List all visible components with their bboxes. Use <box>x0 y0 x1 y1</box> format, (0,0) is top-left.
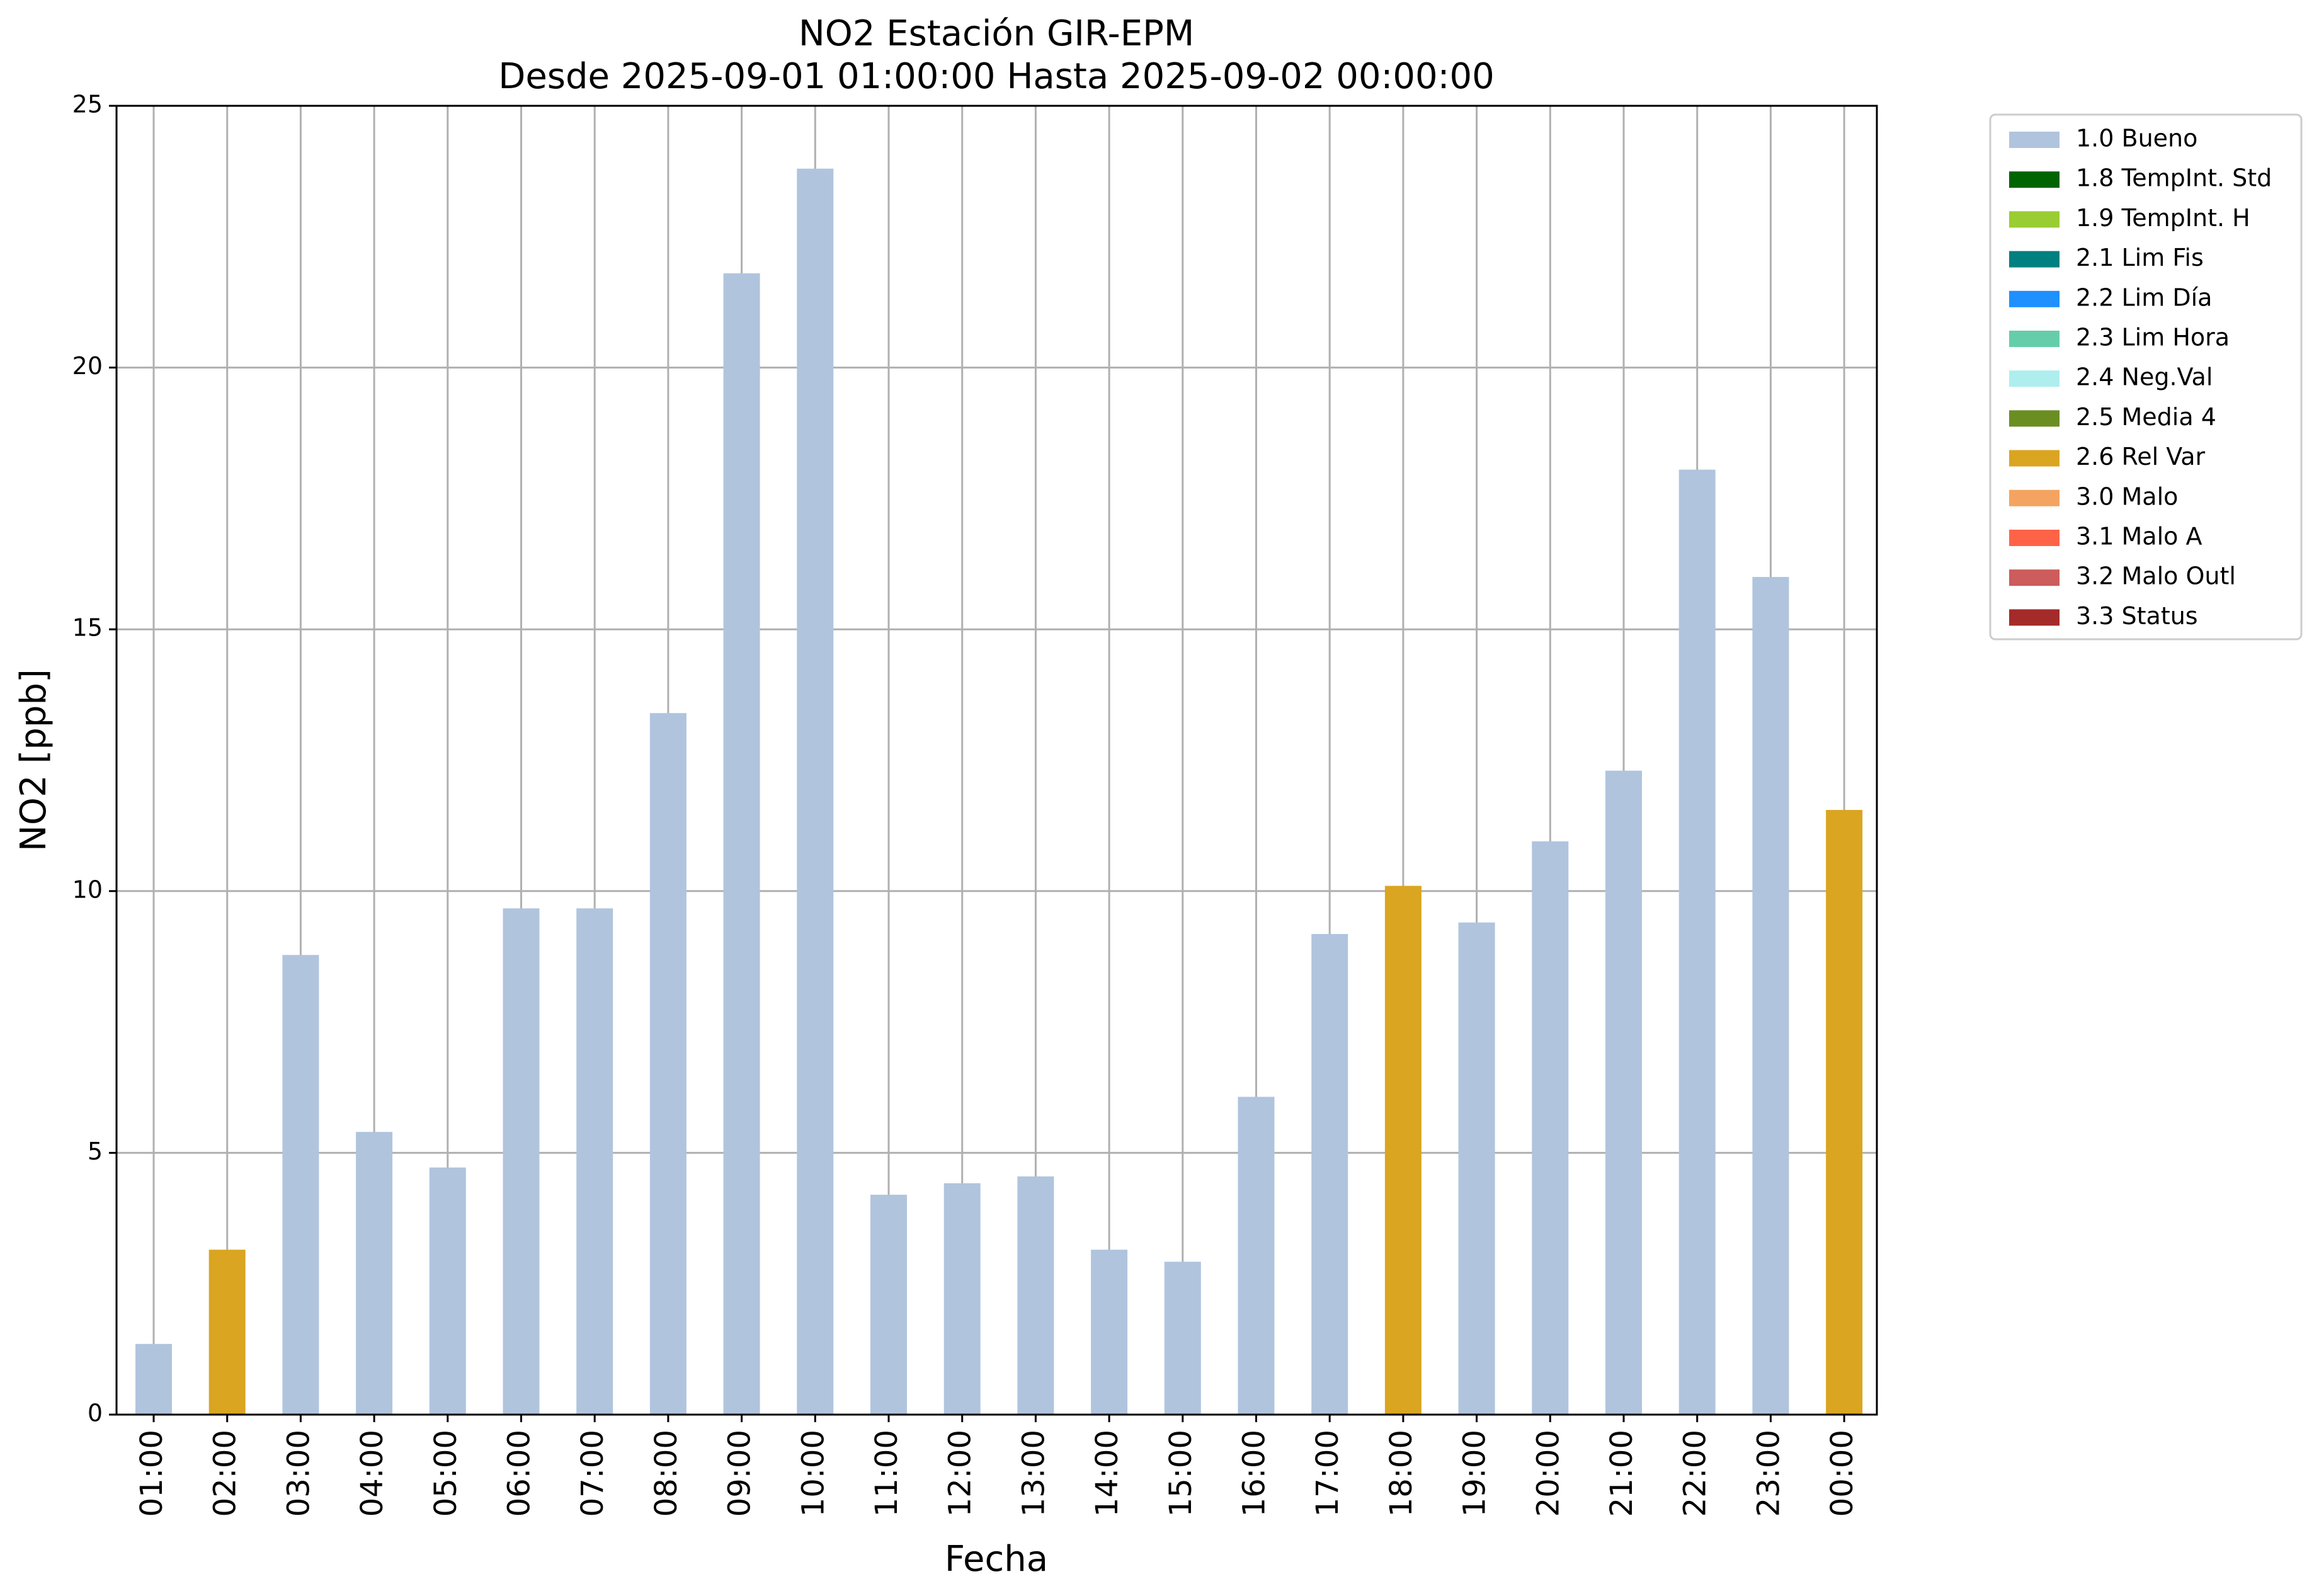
x-tick-label: 23:00 <box>1751 1430 1786 1517</box>
legend-label: 1.8 TempInt. Std <box>2076 164 2272 192</box>
legend-label: 2.2 Lim Día <box>2076 283 2212 311</box>
y-tick-label: 5 <box>88 1137 103 1165</box>
plot-frame <box>115 105 1878 1416</box>
bar-0200 <box>208 1250 246 1415</box>
x-tick-label: 05:00 <box>428 1430 464 1517</box>
bar-2200 <box>1678 469 1716 1415</box>
legend-swatch <box>2009 450 2060 467</box>
y-tick-label: 10 <box>72 875 103 903</box>
x-tick-label: 19:00 <box>1457 1430 1493 1517</box>
y-tick-label: 25 <box>72 91 103 118</box>
x-tick-label: 16:00 <box>1237 1430 1272 1517</box>
bar-1600 <box>1238 1097 1275 1415</box>
y-tick-label: 0 <box>88 1399 103 1427</box>
legend-label: 2.3 Lim Hora <box>2076 324 2230 351</box>
x-tick-label: 22:00 <box>1678 1430 1713 1517</box>
x-tick-label: 00:00 <box>1825 1430 1860 1517</box>
bar-0400 <box>356 1132 393 1415</box>
bar-0600 <box>503 908 540 1415</box>
bars <box>135 168 1863 1415</box>
bar-1800 <box>1384 886 1422 1415</box>
bar-0700 <box>576 908 613 1415</box>
bar-1500 <box>1164 1262 1201 1415</box>
legend-swatch <box>2009 171 2060 188</box>
legend: 1.0 Bueno 1.8 TempInt. Std 1.9 TempInt. H 2… <box>1989 113 2303 641</box>
legend-swatch <box>2009 132 2060 148</box>
bar-1000 <box>797 168 834 1415</box>
x-tick-label: 11:00 <box>869 1430 904 1517</box>
bar-1400 <box>1091 1250 1128 1415</box>
x-tick-label: 01:00 <box>134 1430 169 1517</box>
bar-0900 <box>723 273 760 1415</box>
bar-0000 <box>1826 809 1863 1415</box>
legend-swatch <box>2009 251 2060 268</box>
x-tick-label: 06:00 <box>502 1430 537 1517</box>
bar-1900 <box>1458 922 1495 1415</box>
legend-label: 1.9 TempInt. H <box>2076 204 2250 232</box>
legend-label: 2.4 Neg.Val <box>2076 363 2213 391</box>
x-tick-label: 12:00 <box>943 1430 978 1517</box>
chart-subtitle: Desde 2025-09-01 01:00:00 Hasta 2025-09-… <box>498 56 1495 97</box>
legend-swatch <box>2009 211 2060 228</box>
legend-swatch <box>2009 530 2060 546</box>
y-axis-label: NO2 [ppb] <box>13 669 54 852</box>
bar-1200 <box>943 1183 981 1415</box>
legend-label: 3.2 Malo Outl <box>2076 562 2236 590</box>
y-tick-label: 15 <box>72 614 103 642</box>
legend-swatch <box>2009 569 2060 586</box>
bar-0800 <box>649 713 687 1415</box>
legend-swatch <box>2009 370 2060 387</box>
bar-0500 <box>429 1167 466 1415</box>
legend-label: 1.0 Bueno <box>2076 125 2197 152</box>
legend-swatch <box>2009 290 2060 307</box>
legend-swatch <box>2009 410 2060 427</box>
bar-1700 <box>1311 933 1348 1415</box>
x-tick-label: 20:00 <box>1530 1430 1566 1517</box>
x-tick-label: 07:00 <box>575 1430 610 1517</box>
legend-label: 3.3 Status <box>2076 602 2198 630</box>
bar-1100 <box>870 1194 907 1415</box>
legend-label: 3.1 Malo A <box>2076 523 2202 550</box>
legend-label: 2.6 Rel Var <box>2076 443 2206 470</box>
x-tick-label: 18:00 <box>1384 1430 1419 1517</box>
bar-0100 <box>135 1343 172 1415</box>
x-axis-label: Fecha <box>945 1539 1048 1580</box>
x-tick-label: 21:00 <box>1604 1430 1639 1517</box>
chart-title: NO2 Estación GIR-EPM <box>799 13 1194 54</box>
x-tick-label: 17:00 <box>1310 1430 1345 1517</box>
legend-label: 2.1 Lim Fis <box>2076 244 2204 271</box>
legend-box <box>1989 113 2303 641</box>
x-tick-label: 13:00 <box>1016 1430 1051 1517</box>
x-tick-label: 15:00 <box>1163 1430 1199 1517</box>
x-tick-label: 10:00 <box>795 1430 831 1517</box>
y-tick-label: 20 <box>72 352 103 380</box>
y-axis-ticks: 0 5 10 15 20 25 <box>72 91 117 1427</box>
x-tick-label: 14:00 <box>1090 1430 1125 1517</box>
x-tick-label: 02:00 <box>208 1430 243 1517</box>
legend-swatch <box>2009 489 2060 506</box>
x-tick-label: 03:00 <box>281 1430 316 1517</box>
bar-0300 <box>282 955 319 1415</box>
legend-swatch <box>2009 609 2060 626</box>
legend-swatch <box>2009 331 2060 347</box>
legend-label: 2.5 Media 4 <box>2076 403 2216 431</box>
legend-label: 3.0 Malo <box>2076 482 2178 510</box>
bar-1300 <box>1017 1176 1054 1415</box>
x-axis-ticks: 01:00 02:00 03:00 04:00 05:00 06:00 07:00 08:00… <box>134 1415 1860 1517</box>
bar-2300 <box>1752 577 1789 1415</box>
bar-2100 <box>1605 770 1642 1415</box>
x-tick-label: 04:00 <box>355 1430 390 1517</box>
x-tick-label: 09:00 <box>722 1430 758 1517</box>
x-tick-label: 08:00 <box>649 1430 684 1517</box>
bar-2000 <box>1532 841 1569 1415</box>
